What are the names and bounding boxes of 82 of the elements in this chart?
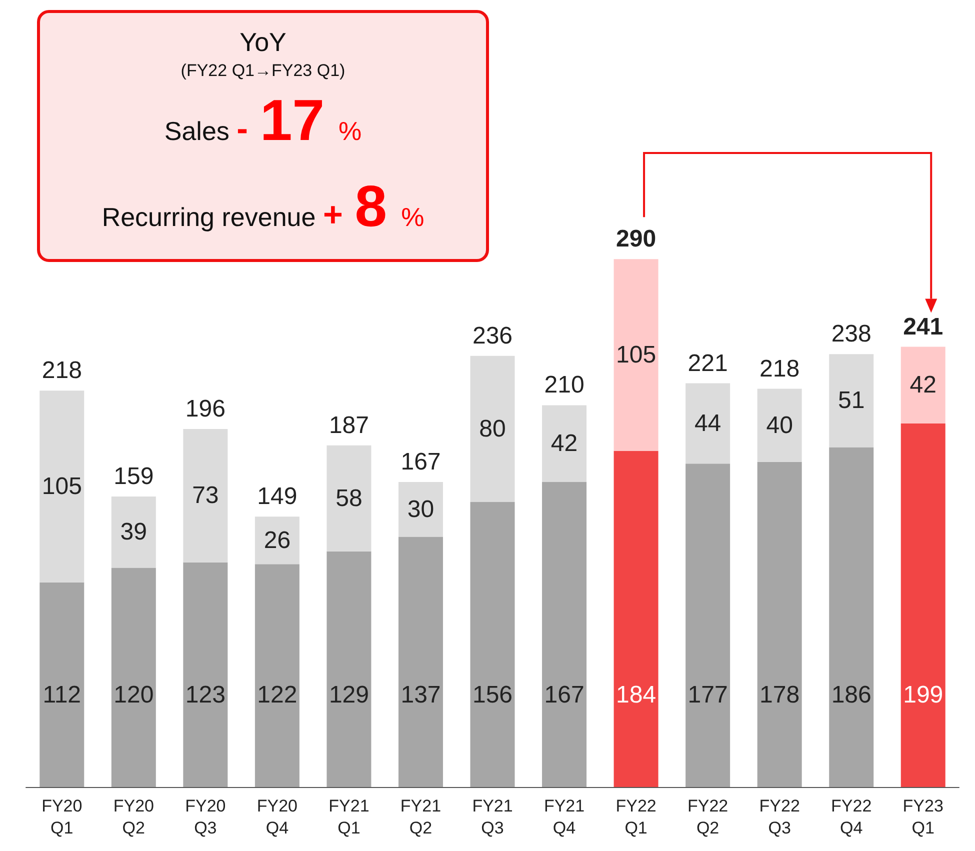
text: YoY bbox=[238, 26, 288, 59]
data-label: 80 bbox=[479, 415, 506, 442]
x-tick-label: FY20 Q2 bbox=[113, 796, 154, 838]
total-label: 210 bbox=[544, 372, 584, 399]
data-label: 184 bbox=[616, 682, 656, 708]
data-label: 199 bbox=[903, 682, 944, 708]
bar bbox=[542, 405, 587, 482]
x-tick-label: FY20 Q3 bbox=[185, 796, 226, 838]
x-tick-label: FY21 Q1 bbox=[328, 796, 370, 838]
text: Recurring revenue + 8 % bbox=[102, 174, 424, 239]
total-label: 218 bbox=[42, 357, 82, 384]
total-label: 159 bbox=[114, 463, 154, 490]
bar bbox=[326, 445, 372, 552]
data-label: 58 bbox=[336, 484, 362, 512]
bar bbox=[542, 482, 587, 787]
total-label: 221 bbox=[688, 350, 728, 377]
bar bbox=[900, 346, 946, 424]
x-tick-label: FY23 Q1 bbox=[902, 796, 944, 838]
data-label: 167 bbox=[544, 682, 584, 708]
bar bbox=[470, 502, 515, 787]
bar bbox=[470, 356, 515, 502]
data-label: 123 bbox=[185, 682, 226, 708]
x-tick-label: FY21 Q2 bbox=[400, 796, 442, 838]
x-tick-label: FY22 Q3 bbox=[759, 796, 800, 838]
bar bbox=[183, 428, 228, 562]
bar bbox=[111, 496, 156, 568]
data-label: 42 bbox=[910, 372, 936, 399]
bar bbox=[686, 464, 730, 787]
data-label: 40 bbox=[766, 412, 793, 439]
total-label: 238 bbox=[831, 320, 872, 348]
total-label: 167 bbox=[400, 448, 441, 476]
data-label: 39 bbox=[120, 518, 148, 546]
total-label: 196 bbox=[185, 395, 226, 422]
x-tick-label: FY22 Q1 bbox=[616, 796, 656, 838]
data-label: 178 bbox=[760, 682, 800, 708]
data-label: 129 bbox=[328, 682, 369, 708]
x-tick-label: FY21 Q4 bbox=[544, 796, 585, 838]
bar bbox=[254, 516, 300, 564]
bar bbox=[254, 564, 300, 787]
total-label: 241 bbox=[903, 313, 944, 340]
data-label: 186 bbox=[831, 682, 872, 708]
total-label: 149 bbox=[257, 483, 298, 510]
data-label: 26 bbox=[264, 526, 291, 554]
bar bbox=[398, 482, 443, 537]
data-label: 51 bbox=[838, 387, 865, 414]
x-tick-label: FY22 Q4 bbox=[831, 796, 872, 838]
bar bbox=[326, 551, 372, 787]
bar bbox=[757, 388, 802, 462]
bar bbox=[183, 562, 228, 787]
data-label: 120 bbox=[114, 682, 154, 708]
bar bbox=[614, 259, 658, 451]
bar bbox=[900, 423, 946, 787]
bar bbox=[111, 568, 156, 787]
data-label: 42 bbox=[550, 430, 578, 458]
bar bbox=[686, 383, 730, 464]
bar bbox=[614, 450, 658, 787]
x-tick-label: FY22 Q2 bbox=[687, 796, 728, 838]
total-label: 187 bbox=[328, 412, 369, 439]
bar bbox=[757, 462, 802, 787]
bar bbox=[829, 354, 874, 448]
total-label: 290 bbox=[616, 226, 656, 253]
data-label: 137 bbox=[400, 682, 441, 708]
data-label: 73 bbox=[192, 482, 219, 510]
data-label: 177 bbox=[688, 682, 728, 708]
total-label: 236 bbox=[472, 322, 513, 350]
text: Sales - 17 % bbox=[164, 88, 362, 153]
data-label: 122 bbox=[257, 682, 298, 708]
bar bbox=[398, 536, 443, 787]
bar bbox=[40, 390, 84, 582]
data-label: 105 bbox=[42, 473, 82, 500]
data-label: 44 bbox=[694, 410, 722, 437]
x-tick-label: FY21 Q3 bbox=[472, 796, 513, 838]
x-tick-label: FY20 Q4 bbox=[256, 796, 298, 838]
total-label: 218 bbox=[760, 355, 800, 382]
data-label: 30 bbox=[407, 496, 434, 523]
text: (FY22 Q1→FY23 Q1) bbox=[180, 60, 346, 82]
data-label: 105 bbox=[616, 341, 656, 368]
data-label: 156 bbox=[472, 682, 513, 708]
bar bbox=[40, 582, 84, 787]
bar bbox=[829, 447, 874, 787]
data-label: 112 bbox=[42, 682, 82, 708]
x-tick-label: FY20 Q1 bbox=[42, 796, 82, 838]
